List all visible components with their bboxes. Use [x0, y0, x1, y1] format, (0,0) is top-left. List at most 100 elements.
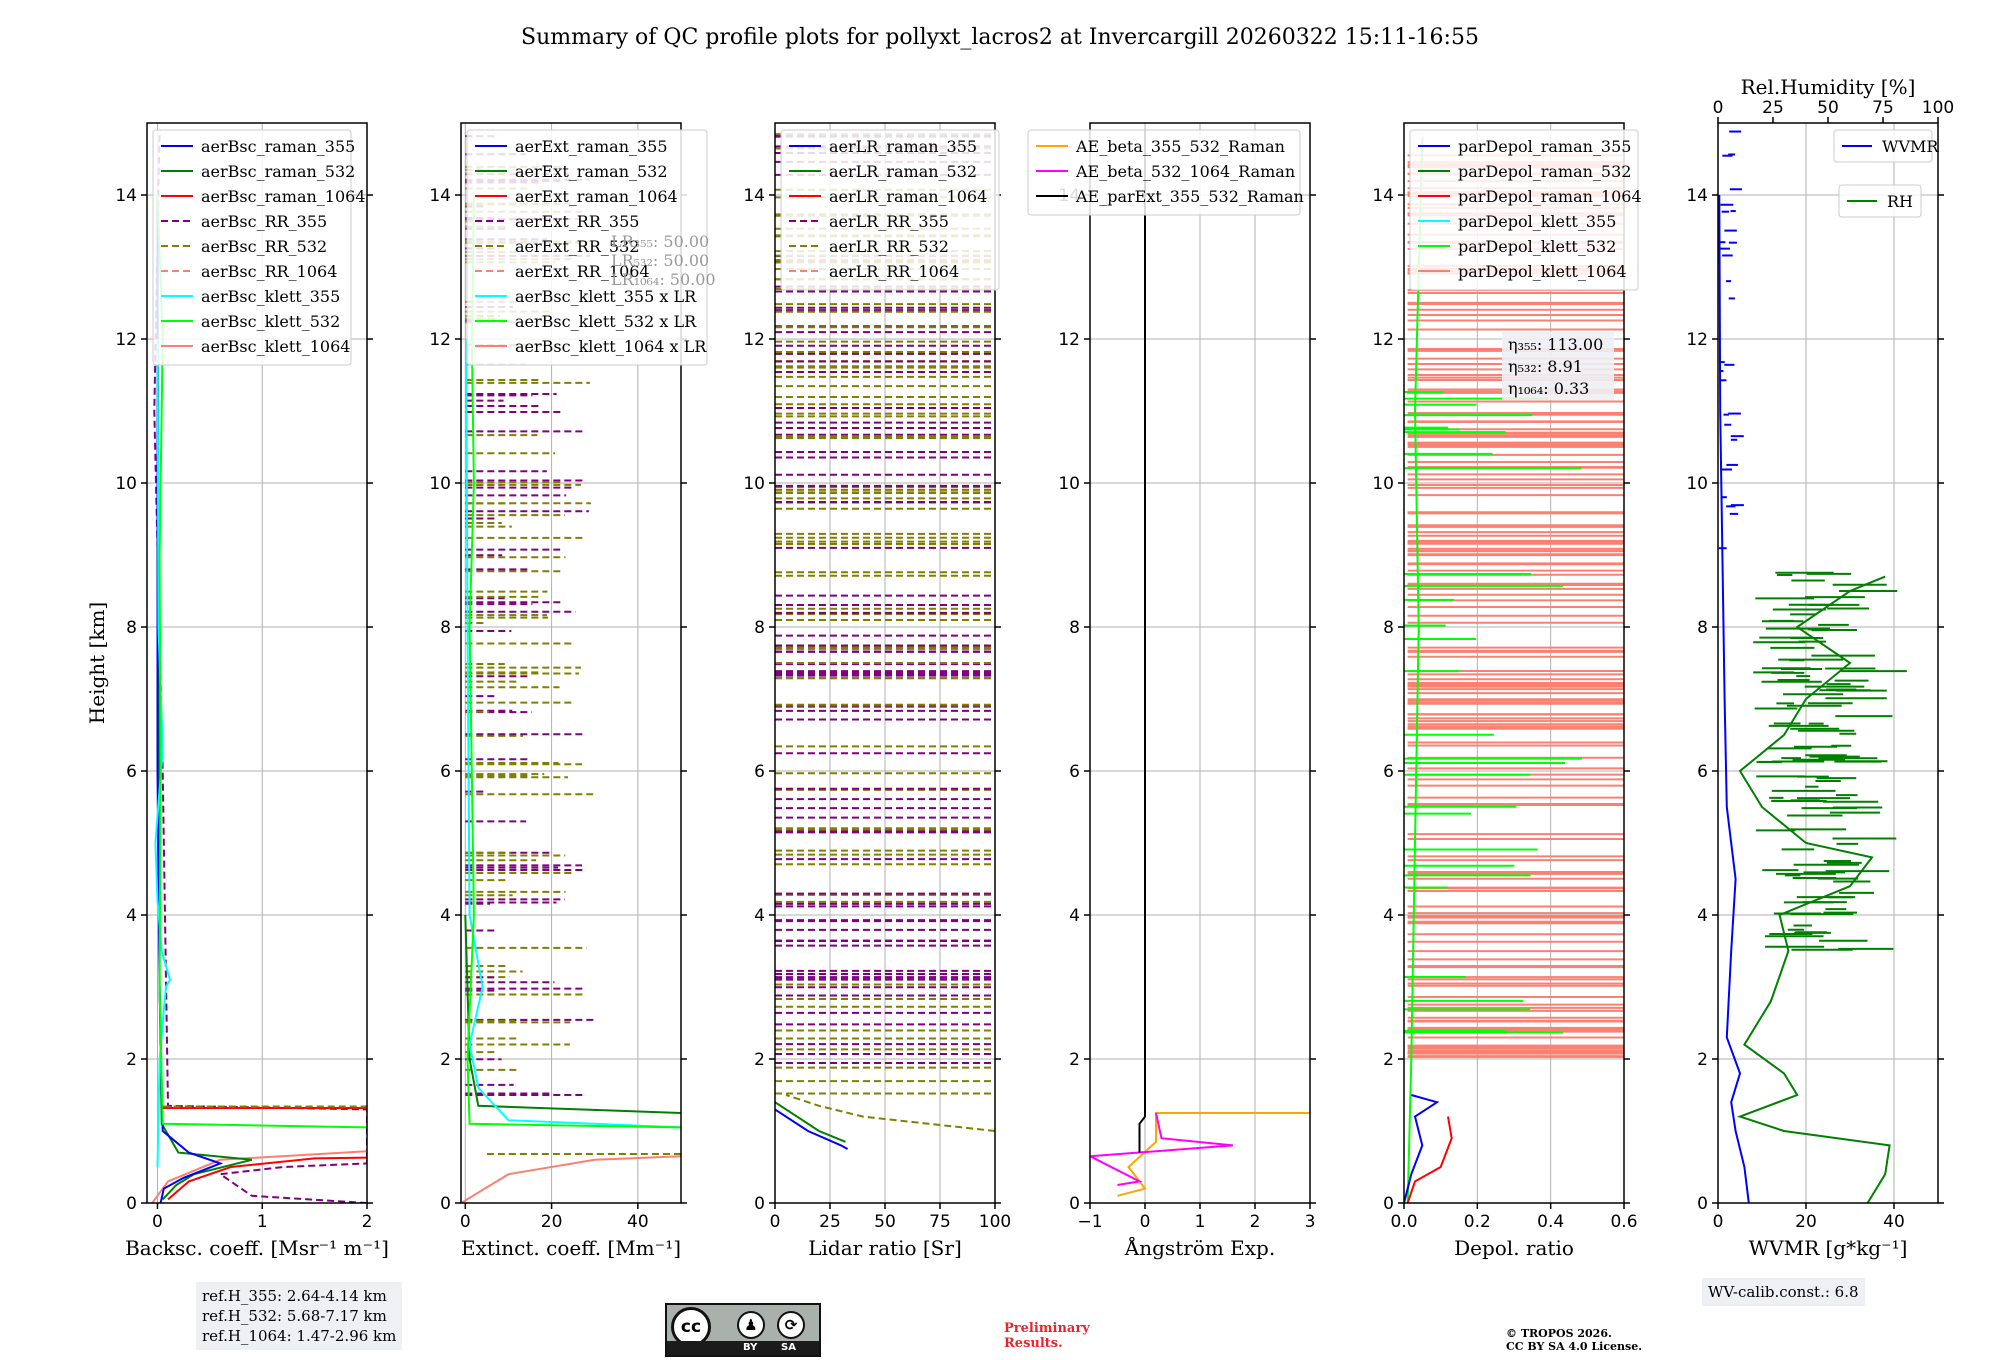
ref-height-1064: ref.H_1064: 1.47-2.96 km [202, 1327, 397, 1345]
legend-label: aerExt_raman_355 [515, 137, 668, 156]
y-tick-label: 8 [440, 618, 451, 638]
legend-label: aerExt_raman_1064 [515, 187, 678, 206]
series-lr-rr-532-low [785, 1094, 995, 1132]
x-tick-label: 20 [1795, 1212, 1817, 1232]
preliminary-line-1: Preliminary [1004, 1321, 1090, 1336]
top-tick-label: 0 [1713, 98, 1724, 118]
x-tick-label: 0.0 [1390, 1212, 1417, 1232]
y-tick-label: 6 [1383, 762, 1394, 782]
wv-calib-box: WV-calib.const.: 6.8 [1702, 1278, 1865, 1306]
series-bsc-klett-1064 [151, 1150, 367, 1203]
series-ext-raman-532 [464, 914, 681, 1114]
legend-label: aerLR_RR_355 [829, 212, 949, 231]
x-tick-label: 40 [1883, 1212, 1905, 1232]
cc-badge-strip [667, 1341, 819, 1355]
preliminary-line-2: Results. [1004, 1336, 1063, 1351]
y-tick-label: 6 [1697, 762, 1708, 782]
x-tick-label: 0.2 [1464, 1212, 1491, 1232]
legend-label: aerBsc_klett_355 x LR [515, 287, 697, 306]
ref-height-355: ref.H_355: 2.64-4.14 km [202, 1287, 387, 1305]
x-tick-label: 2 [1250, 1212, 1261, 1232]
series-lr-raman-532 [775, 1101, 846, 1143]
y-tick-label: 10 [1058, 474, 1080, 494]
wv-calib-constant: WV-calib.const.: 6.8 [1708, 1283, 1859, 1301]
legend-label: aerLR_RR_532 [829, 237, 949, 256]
series-group [1090, 130, 1310, 1197]
x-tick-label: 0.6 [1610, 1212, 1637, 1232]
y-tick-label: 12 [1686, 330, 1708, 350]
y-tick-label: 14 [429, 186, 451, 206]
legend-label: parDepol_klett_532 [1458, 237, 1616, 256]
legend-box-lr [780, 129, 1000, 291]
y-tick-label: 4 [126, 906, 137, 926]
x-tick-label: 20 [541, 1212, 563, 1232]
x-tick-label: 0 [152, 1212, 163, 1232]
cc-sa-label: SA [781, 1342, 796, 1353]
legend-label: parDepol_raman_1064 [1458, 187, 1642, 206]
panel-lr: 0 25 50 75 100 0 2 4 6 8 10 12 14 Lidar ratio [Sr] aer… [743, 122, 1011, 1260]
y-tick-label: 6 [440, 762, 451, 782]
x-axis-label-wv: WVMR [g*kg⁻¹] [1749, 1236, 1908, 1260]
ref-height-532: ref.H_532: 5.68-7.17 km [202, 1307, 387, 1325]
copyright-line-2: CC BY SA 4.0 License. [1506, 1340, 1643, 1353]
legend-box-dep [1409, 129, 1639, 291]
series-dep-klett-532-profile [1406, 137, 1424, 1203]
legend-label: parDepol_raman_532 [1458, 162, 1631, 181]
eta-annotation: η₅₃₂: 8.91 [1508, 357, 1583, 376]
legend-label: aerBsc_klett_355 [201, 287, 340, 306]
y-tick-label: 0 [1383, 1194, 1394, 1214]
legend-label: parDepol_raman_355 [1458, 137, 1631, 156]
legend-box-wvmr [1833, 129, 1933, 163]
y-tick-label: 0 [1069, 1194, 1080, 1214]
x-tick-label: 0 [770, 1212, 781, 1232]
y-tick-label: 2 [754, 1050, 765, 1070]
legend-label: aerBsc_klett_1064 x LR [515, 337, 707, 356]
x-tick-label: 50 [874, 1212, 896, 1232]
legend-box-ae [1027, 129, 1301, 216]
top-tick-label: 50 [1817, 98, 1839, 118]
y-tick-label: 2 [440, 1050, 451, 1070]
series-group [1404, 137, 1624, 1203]
x-tick-label: 0 [1140, 1212, 1151, 1232]
axes-frame [1403, 122, 1625, 1204]
series-wvmr [1718, 194, 1750, 1203]
top-tick-label: 25 [1762, 98, 1784, 118]
legend-label: aerLR_raman_355 [829, 137, 977, 156]
preliminary-notice: Preliminary Results. [1004, 1321, 1090, 1351]
y-tick-label: 2 [1383, 1050, 1394, 1070]
eta-box [1502, 332, 1614, 400]
axes-frame [146, 122, 368, 1204]
y-tick-label: 10 [115, 474, 137, 494]
share-alike-icon: ⟳ [777, 1311, 805, 1339]
y-tick-label: 8 [754, 618, 765, 638]
y-tick-label: 14 [743, 186, 765, 206]
x-tick-label: 100 [979, 1212, 1011, 1232]
legend-label: aerBsc_RR_1064 [201, 262, 337, 281]
legend-label: aerLR_RR_1064 [829, 262, 959, 281]
legend-label-wvmr: WVMR [1882, 137, 1939, 156]
series-group [1718, 130, 1907, 1203]
y-tick-label: 12 [1058, 330, 1080, 350]
y-tick-label: 0 [1697, 1194, 1708, 1214]
legend-label: aerBsc_raman_532 [201, 162, 355, 181]
series-ae-parext-355-532 [1138, 130, 1146, 1153]
series-lr-raman-355 [775, 1108, 849, 1150]
panel-wv: 0 20 40 0 2 4 6 8 10 12 14 WVMR [g*kg⁻¹] 0 25 50 75 100 R… [1686, 75, 1954, 1260]
legend-label: AE_beta_355_532_Raman [1075, 137, 1285, 156]
x-axis-label-ae: Ångström Exp. [1124, 1235, 1275, 1260]
legend-label: aerBsc_klett_532 [201, 312, 340, 331]
copyright-line-1: © TROPOS 2026. [1506, 1327, 1612, 1340]
y-tick-label: 8 [126, 618, 137, 638]
y-tick-label: 14 [115, 186, 137, 206]
y-tick-label: 2 [1697, 1050, 1708, 1070]
y-axis-label: Height [km] [85, 602, 109, 724]
eta-annotation: η₃₅₅: 113.00 [1508, 335, 1603, 354]
figure-title: Summary of QC profile plots for pollyxt_… [521, 25, 1479, 50]
x-tick-label: 0 [460, 1212, 471, 1232]
series-bsc-raman-532 [156, 194, 253, 1201]
x-tick-label: 3 [1305, 1212, 1316, 1232]
copyright-notice: © TROPOS 2026. CC BY SA 4.0 License. [1506, 1327, 1642, 1353]
x-tick-label: 2 [362, 1212, 373, 1232]
